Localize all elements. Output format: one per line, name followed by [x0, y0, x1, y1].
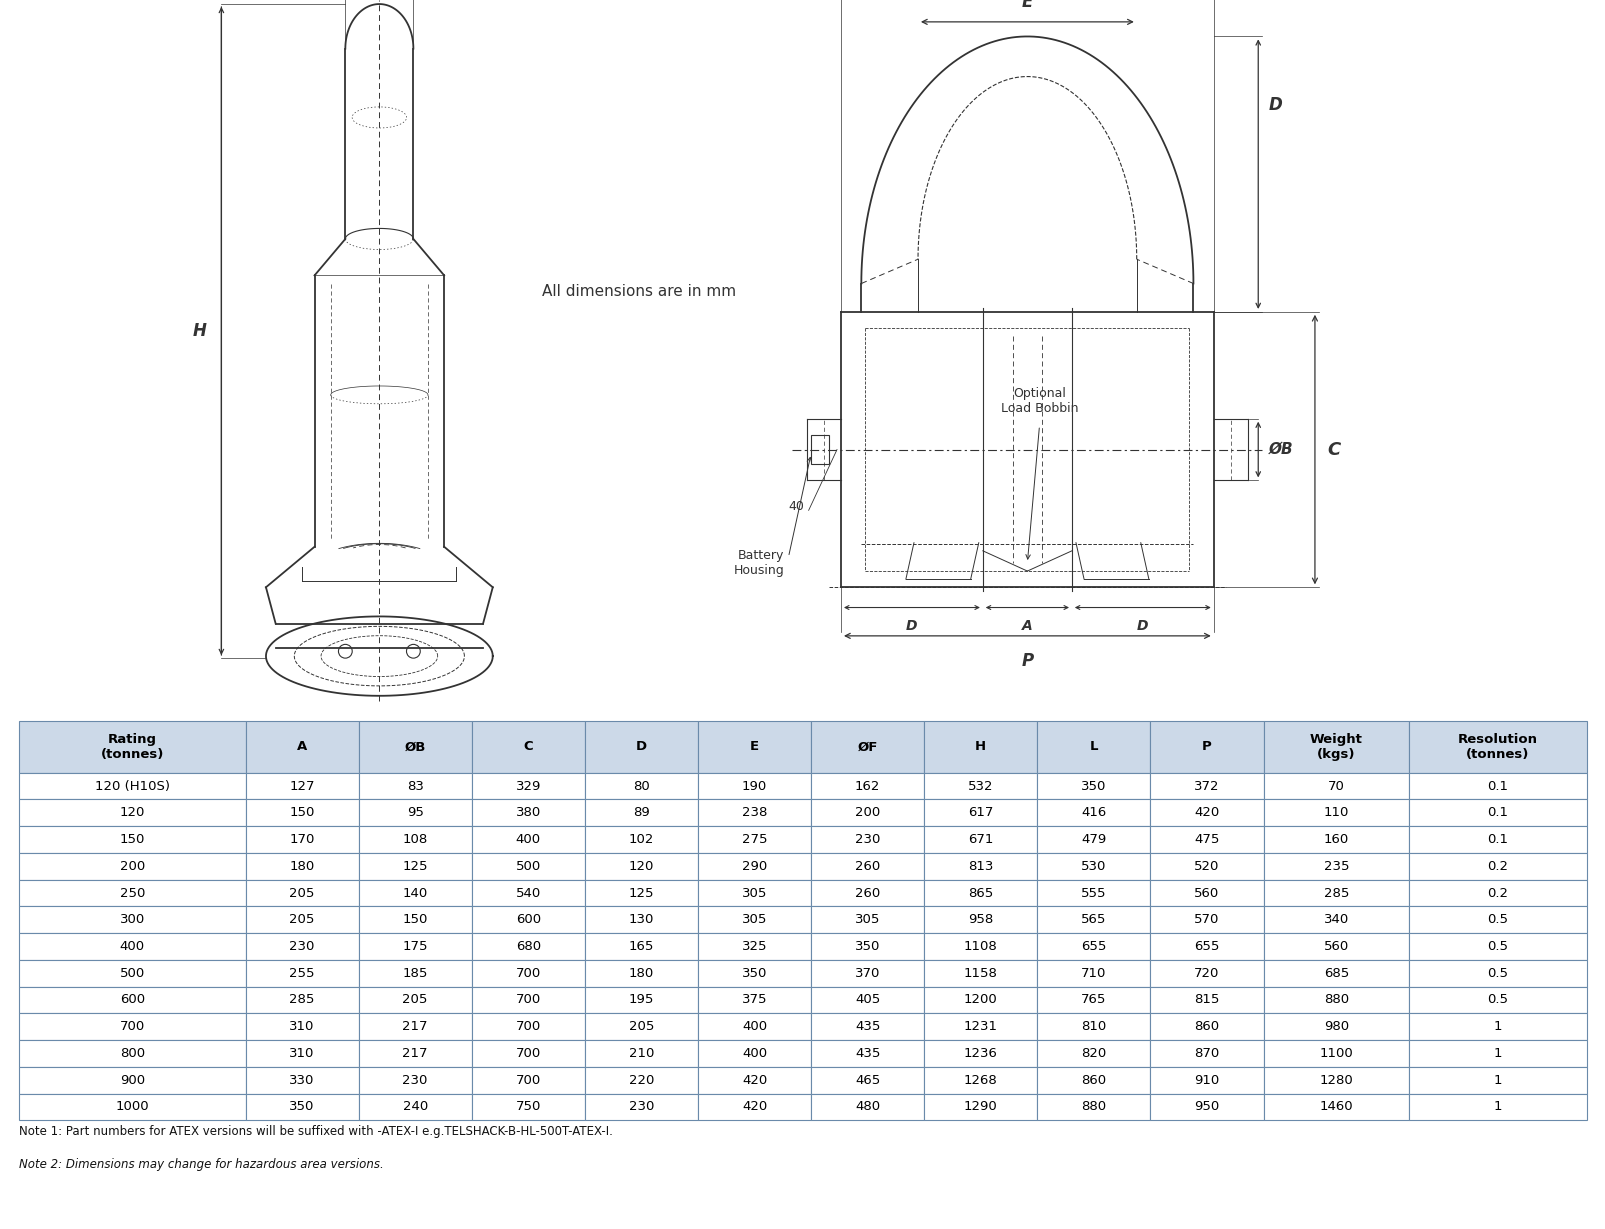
- Text: P: P: [1021, 653, 1032, 670]
- Text: H: H: [193, 322, 207, 340]
- Bar: [811, 435, 828, 463]
- Text: Note 1: Part numbers for ATEX versions will be suffixed with -ATEX-I e.g.TELSHAC: Note 1: Part numbers for ATEX versions w…: [19, 1125, 613, 1138]
- Text: D: D: [905, 619, 916, 633]
- Text: C: C: [1326, 440, 1340, 458]
- Text: All dimensions are in mm: All dimensions are in mm: [541, 284, 735, 299]
- Text: 40: 40: [788, 500, 804, 512]
- Text: ØF: ØF: [368, 735, 390, 750]
- Text: D: D: [1268, 96, 1282, 114]
- Text: Optional
Load Bobbin: Optional Load Bobbin: [1000, 387, 1077, 415]
- Text: Battery
Housing: Battery Housing: [733, 549, 783, 576]
- Text: A: A: [1021, 619, 1032, 633]
- Text: Note 2: Dimensions may change for hazardous area versions.: Note 2: Dimensions may change for hazard…: [19, 1158, 384, 1171]
- Text: E: E: [1021, 0, 1032, 11]
- Text: ØB: ØB: [1268, 442, 1292, 457]
- Text: D: D: [1136, 619, 1148, 633]
